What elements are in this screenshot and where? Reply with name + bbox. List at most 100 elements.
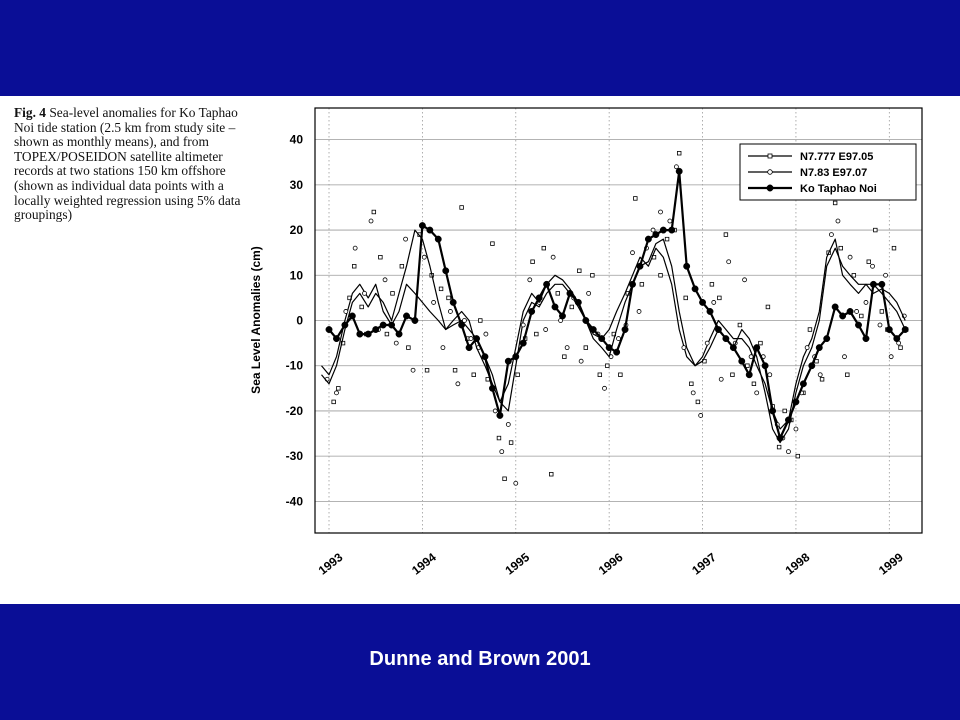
line-marker (776, 434, 784, 442)
line-marker (372, 326, 380, 333)
data-point (782, 408, 787, 414)
data-point (723, 232, 729, 237)
data-point (730, 372, 735, 377)
x-tick-label: 1997 (689, 550, 719, 578)
line-marker (815, 344, 823, 352)
data-point (898, 345, 903, 350)
line-marker (496, 411, 504, 419)
line-marker (729, 344, 737, 352)
legend-label: N7.83 E97.07 (800, 167, 867, 179)
x-tick-label: 1996 (596, 550, 626, 578)
data-point (334, 390, 339, 396)
y-tick-label: 30 (290, 178, 304, 192)
line-marker (535, 294, 543, 302)
data-point (424, 368, 430, 373)
data-point (807, 327, 813, 332)
line-marker (862, 335, 870, 343)
sea-level-chart: 40 30 20 10 0 -10 -20 -30 -40 1993 1994 1995 1996 199… (249, 107, 923, 578)
data-point (845, 372, 850, 377)
data-point (530, 259, 535, 264)
line-marker (348, 312, 356, 320)
axes: 40 30 20 10 0 -10 -20 -30 -40 1993 1994 1995 1996 199… (286, 107, 923, 578)
data-point (804, 345, 810, 351)
data-point (751, 381, 757, 386)
data-point (630, 250, 635, 256)
data-point (870, 263, 875, 269)
data-point (863, 300, 869, 305)
data-point (683, 295, 688, 301)
data-point (754, 390, 760, 396)
line-marker (379, 321, 387, 329)
data-point (578, 358, 584, 364)
x-tick-label: 1999 (876, 550, 906, 578)
data-point (496, 435, 502, 441)
line-marker (745, 371, 753, 379)
data-point (448, 309, 453, 314)
data-point (550, 254, 556, 260)
line-marker (403, 312, 410, 320)
data-point (543, 327, 549, 332)
line-marker (473, 335, 481, 343)
data-point (704, 340, 710, 346)
series-line (328, 170, 907, 440)
data-point (421, 254, 427, 260)
data-point (709, 282, 715, 287)
legend-marker (766, 184, 774, 192)
figure-label: Fig. 4 (14, 105, 46, 120)
data-point (541, 245, 546, 251)
data-point (854, 309, 860, 314)
data-point (717, 295, 722, 301)
line-marker (426, 226, 434, 234)
line-marker (659, 226, 667, 234)
line-marker (855, 321, 862, 329)
line-marker (364, 330, 372, 338)
data-point (664, 236, 670, 242)
legend-entry: N7.83 E97.07 (748, 167, 867, 179)
line-marker (325, 326, 333, 333)
data-point (838, 245, 843, 251)
data-point (586, 290, 592, 296)
data-point (676, 151, 682, 156)
data-point (636, 309, 642, 314)
data-point (817, 372, 823, 378)
line-marker (683, 262, 691, 270)
data-point (513, 480, 519, 486)
legend-entry: N7.777 E97.05 (748, 151, 873, 163)
line-marker (512, 353, 520, 361)
data-point (478, 318, 483, 323)
data-point (883, 272, 888, 278)
data-point (446, 295, 451, 301)
line-marker (738, 357, 746, 365)
data-point (549, 472, 554, 477)
data-point (616, 336, 621, 341)
data-point (352, 264, 357, 269)
line-marker (434, 235, 442, 243)
data-point (378, 255, 383, 260)
data-point (832, 200, 838, 206)
data-point (786, 449, 791, 455)
data-point (406, 345, 411, 350)
data-point (440, 345, 446, 351)
data-point (658, 209, 663, 215)
series-line (321, 229, 906, 444)
data-point (767, 372, 773, 378)
data-point (343, 309, 349, 314)
line-marker (418, 222, 426, 230)
line-marker (605, 344, 613, 352)
line-marker (395, 330, 403, 338)
line-marker (699, 298, 706, 306)
line-marker (878, 280, 886, 288)
data-point (359, 304, 364, 310)
line-marker (761, 362, 769, 370)
y-tick-label: 10 (290, 268, 304, 282)
top-band (0, 0, 960, 96)
line-marker (613, 348, 621, 356)
data-point (502, 476, 507, 481)
line-marker (449, 298, 457, 306)
data-point (382, 277, 388, 283)
data-point (390, 291, 395, 296)
data-point (602, 385, 607, 391)
data-point (562, 354, 567, 359)
line-marker (341, 321, 349, 329)
data-point (633, 196, 638, 201)
